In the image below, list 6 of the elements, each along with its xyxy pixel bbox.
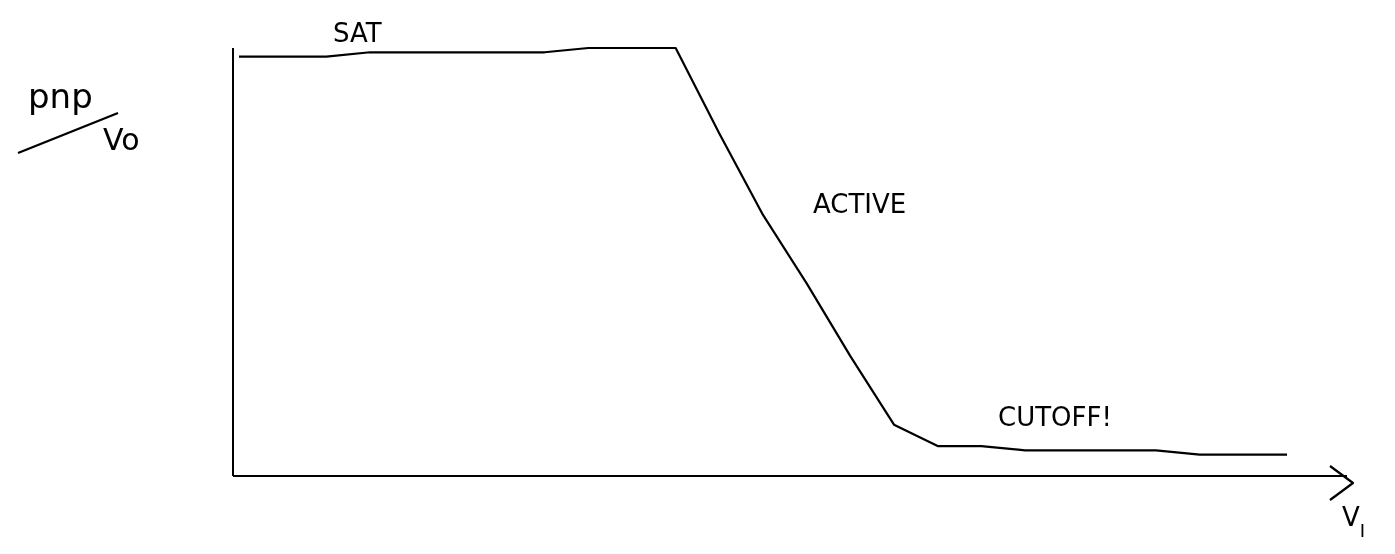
y-axis-title: Vo — [103, 122, 140, 157]
text: pnp — [28, 76, 93, 116]
annotation: ACTIVE — [813, 189, 907, 219]
x-axis-title: V$_{I}$ — [1342, 502, 1366, 541]
annotation: CUTOFF! — [998, 402, 1112, 432]
annotation: SAT — [333, 18, 382, 48]
